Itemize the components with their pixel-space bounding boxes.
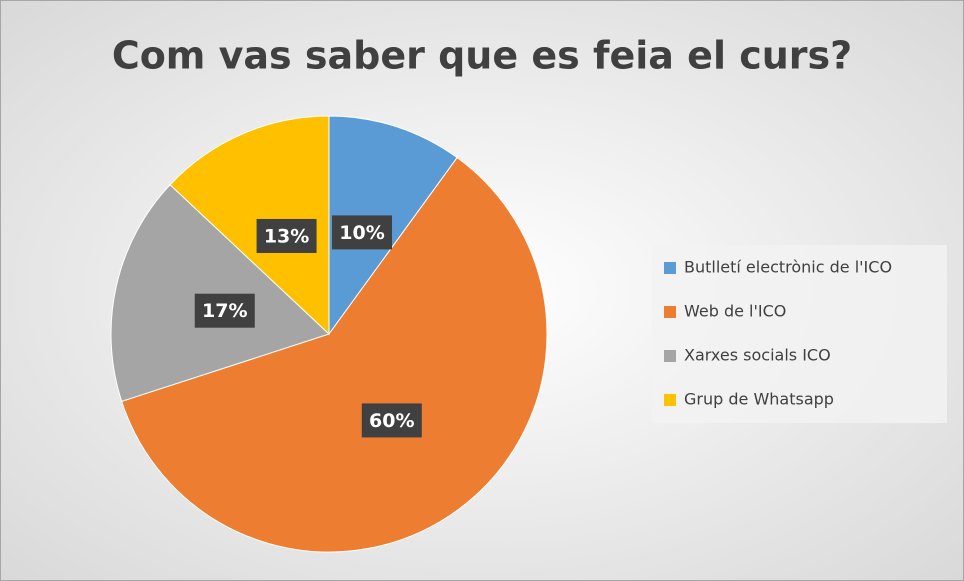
data-label: 13% xyxy=(264,225,309,247)
data-label-box xyxy=(332,215,393,250)
data-label: 17% xyxy=(202,300,247,322)
legend-label: Grup de Whatsapp xyxy=(684,390,834,409)
legend-box xyxy=(652,245,947,423)
legend-swatch xyxy=(664,394,676,406)
pie-slice xyxy=(169,115,330,336)
pie-slice xyxy=(110,184,330,402)
legend-swatch xyxy=(664,262,676,274)
legend-label: Web de l'ICO xyxy=(684,302,786,321)
legend-swatch xyxy=(664,350,676,362)
data-label-box xyxy=(194,293,255,328)
data-label: 10% xyxy=(339,222,384,244)
data-label-box xyxy=(256,218,317,253)
pie-slice xyxy=(121,156,548,553)
legend-label: Xarxes socials ICO xyxy=(684,346,831,365)
legend-label: Butlletí electrònic de l'ICO xyxy=(684,258,892,277)
data-label: 60% xyxy=(369,410,414,432)
chart-title: Com vas saber que es feia el curs? xyxy=(112,34,852,78)
data-label-box xyxy=(361,403,422,438)
legend-swatch xyxy=(664,306,676,318)
pie-slice xyxy=(328,115,458,336)
